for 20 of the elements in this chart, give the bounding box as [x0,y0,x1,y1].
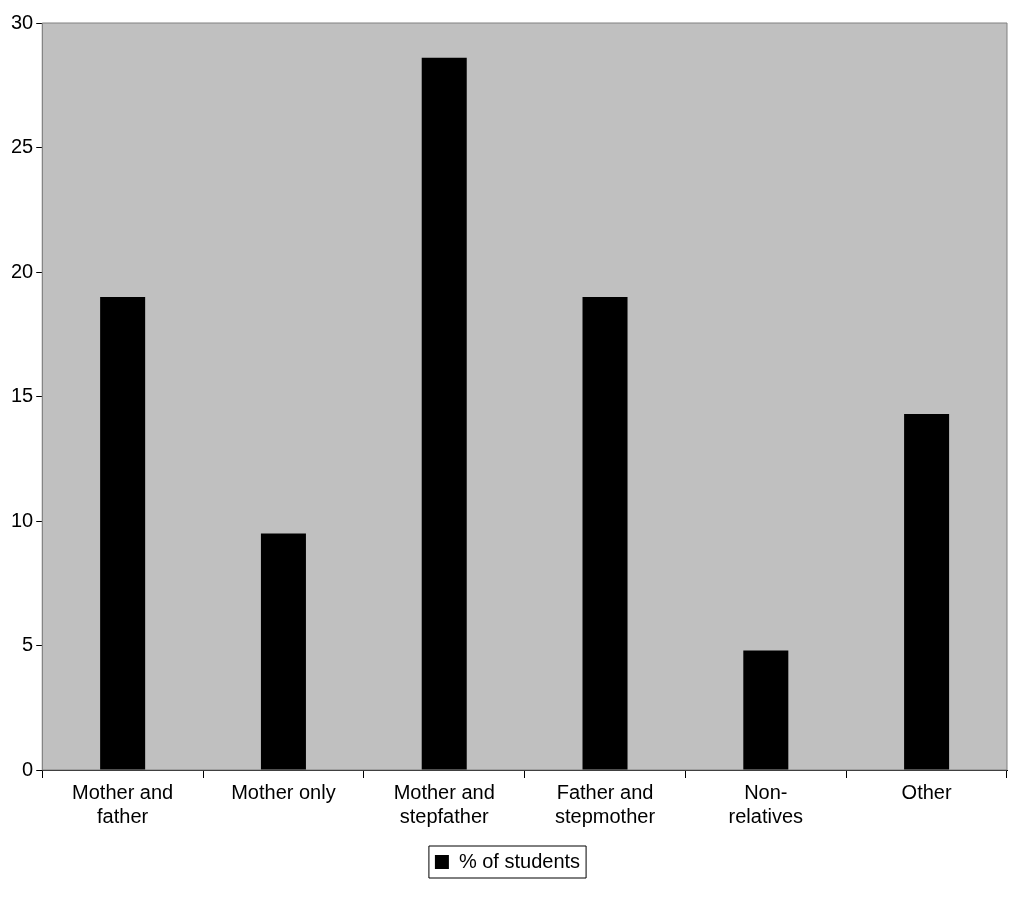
bar [260,533,306,770]
y-tick-label: 30 [11,10,34,33]
bar [100,296,146,770]
y-tick-label: 15 [11,384,34,407]
bar [904,413,950,770]
x-tick-label: Mother and father [72,780,174,827]
bar [743,650,789,770]
y-tick-label: 0 [22,757,34,780]
x-tick-label: Other [901,780,952,803]
bar [421,57,467,770]
y-tick-label: 5 [22,633,34,656]
y-tick-label: 25 [11,135,34,158]
y-tick-label: 10 [11,508,34,531]
legend-label: % of students [458,849,581,872]
bar [582,296,628,770]
y-tick-label: 20 [11,259,34,282]
x-tick-label: Non-relatives [728,780,804,827]
x-tick-label: Mother and stepfather [393,780,495,827]
x-tick-label: Mother only [231,780,336,803]
x-tick-label: Father and stepmother [554,780,656,827]
